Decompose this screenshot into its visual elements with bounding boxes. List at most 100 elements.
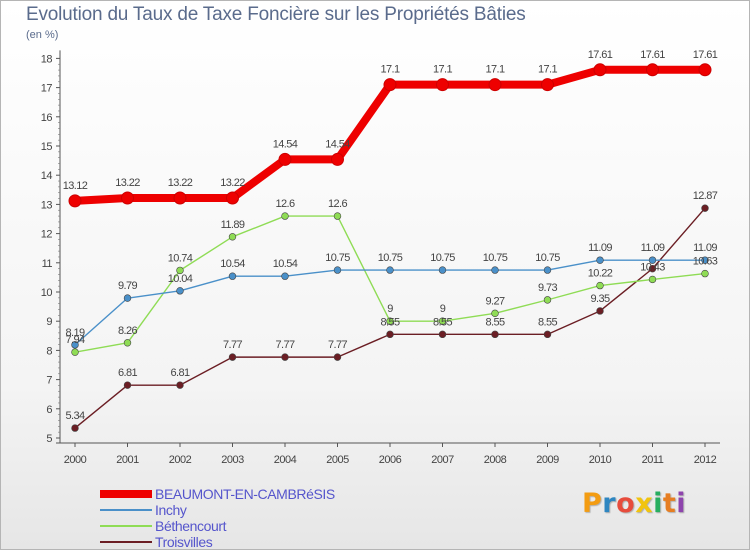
logo-letter: o	[616, 488, 636, 519]
data-point	[228, 272, 237, 280]
data-label: 13.22	[220, 177, 245, 189]
data-point	[541, 78, 554, 92]
data-point	[278, 152, 292, 166]
data-point	[701, 269, 709, 278]
y-tick-label: 9	[46, 316, 52, 328]
data-label: 14.54	[273, 138, 298, 150]
logo-letter: r	[602, 488, 617, 519]
x-tick-label: 2003	[221, 454, 244, 466]
legend-label: Béthencourt	[155, 518, 227, 534]
data-point	[436, 78, 449, 92]
data-point	[71, 341, 79, 349]
data-point	[333, 353, 342, 361]
data-label: 8.55	[485, 316, 504, 328]
x-tick-label: 2006	[379, 454, 402, 466]
data-point	[596, 281, 604, 290]
x-tick-label: 2012	[694, 454, 717, 466]
x-tick-label: 2001	[116, 454, 139, 466]
data-point	[596, 307, 604, 315]
data-point	[123, 294, 132, 302]
data-label: 8.55	[380, 316, 399, 328]
data-point	[226, 191, 239, 205]
data-label: 10.63	[693, 256, 718, 268]
data-label: 10.54	[273, 258, 298, 270]
logo-letter: P	[582, 488, 603, 519]
data-label: 17.1	[538, 64, 557, 76]
legend-item: Inchy	[100, 502, 335, 518]
data-label: 10.54	[220, 258, 245, 270]
data-label: 10.43	[640, 261, 665, 273]
data-label: 17.61	[640, 49, 665, 61]
data-point	[701, 256, 709, 264]
y-tick-label: 17	[41, 83, 53, 95]
data-point	[281, 212, 289, 220]
legend-item: Béthencourt	[100, 518, 335, 534]
data-point	[543, 266, 552, 274]
data-label: 8.55	[538, 316, 557, 328]
x-tick-label: 2008	[484, 454, 507, 466]
data-label: 10.75	[535, 252, 560, 264]
y-tick-label: 10	[41, 287, 53, 299]
data-point	[438, 317, 447, 325]
data-label: 8.19	[65, 327, 84, 339]
data-label: 17.1	[433, 64, 452, 76]
data-label: 9.27	[485, 295, 504, 307]
data-point	[543, 296, 552, 304]
y-tick-label: 5	[46, 433, 52, 445]
data-point	[646, 63, 659, 77]
x-tick-label: 2002	[169, 454, 192, 466]
data-label: 11.09	[588, 242, 612, 254]
data-label: 10.74	[168, 252, 193, 264]
data-label: 7.77	[328, 339, 347, 351]
data-label: 9	[387, 303, 393, 315]
y-tick-label: 14	[41, 170, 53, 182]
legend-swatch	[100, 509, 152, 511]
x-tick-label: 2005	[326, 454, 349, 466]
x-tick-label: 2009	[536, 454, 559, 466]
legend-swatch	[100, 541, 152, 543]
legend-swatch	[100, 525, 152, 527]
data-point	[698, 63, 712, 77]
y-tick-label: 15	[41, 141, 53, 153]
data-point	[68, 194, 82, 208]
data-label: 12.6	[328, 198, 347, 210]
legend-item: Troisvilles	[100, 534, 335, 550]
data-label: 8.26	[118, 325, 137, 337]
data-point	[701, 204, 709, 212]
data-label: 6.81	[170, 367, 189, 379]
data-point	[71, 348, 79, 356]
data-label: 9.79	[118, 280, 137, 292]
data-label: 11.09	[641, 242, 665, 254]
data-point	[123, 339, 132, 347]
data-label: 7.77	[275, 339, 294, 351]
data-point	[438, 330, 447, 339]
data-point	[648, 256, 657, 264]
data-point	[488, 78, 502, 92]
y-tick-label: 6	[46, 404, 52, 416]
data-point	[648, 275, 657, 284]
data-label: 9	[440, 303, 446, 315]
y-tick-label: 13	[41, 199, 53, 211]
y-tick-label: 7	[46, 375, 52, 387]
data-label: 13.22	[115, 177, 140, 189]
data-point	[383, 78, 397, 92]
data-point	[176, 287, 184, 295]
data-label: 10.75	[325, 252, 350, 264]
data-label: 10.22	[588, 268, 613, 280]
x-tick-label: 2007	[431, 454, 454, 466]
data-label: 10.75	[378, 252, 403, 264]
y-tick-label: 12	[41, 229, 53, 241]
legend-label: Inchy	[155, 502, 187, 518]
y-tick-label: 16	[41, 112, 53, 124]
data-point	[386, 330, 394, 339]
data-point	[543, 330, 552, 339]
data-point	[71, 424, 79, 432]
legend: BEAUMONT-EN-CAMBRéSIS Inchy Béthencourt Tro…	[100, 486, 335, 550]
legend-swatch	[100, 490, 152, 498]
data-label: 5.34	[65, 410, 84, 422]
data-label: 10.75	[430, 252, 455, 264]
data-label: 17.61	[588, 49, 613, 61]
x-tick-label: 2010	[589, 454, 612, 466]
legend-label: BEAUMONT-EN-CAMBRéSIS	[155, 486, 335, 502]
